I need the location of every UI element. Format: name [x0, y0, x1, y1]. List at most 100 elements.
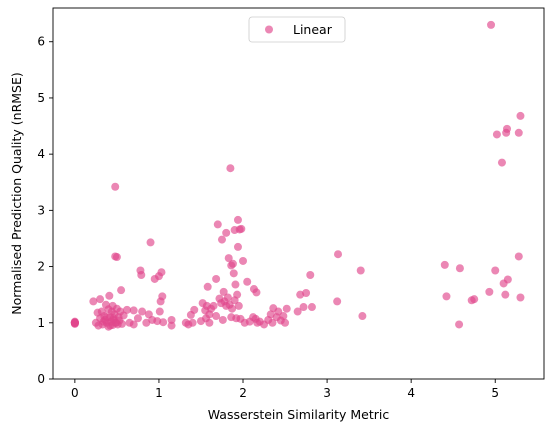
y-tick-label: 0 [37, 372, 45, 386]
data-point [516, 293, 525, 302]
data-point [117, 319, 126, 328]
data-point [503, 124, 512, 133]
data-point [96, 295, 105, 304]
data-point [233, 242, 242, 251]
data-point [470, 295, 479, 304]
data-point [497, 158, 506, 167]
data-point [503, 275, 512, 284]
data-point [293, 307, 302, 316]
data-point [146, 238, 155, 247]
data-point [205, 318, 214, 327]
data-point [487, 20, 496, 29]
data-point [226, 164, 235, 173]
x-tick-label: 2 [239, 386, 247, 400]
x-tick-label: 1 [155, 386, 163, 400]
data-point [237, 224, 246, 233]
data-point [333, 297, 342, 306]
y-tick-label: 1 [37, 316, 45, 330]
data-point [213, 220, 222, 229]
y-tick-label: 6 [37, 35, 45, 49]
data-point [223, 293, 232, 302]
data-point [209, 301, 218, 310]
data-point [203, 282, 212, 291]
data-point [109, 314, 118, 323]
data-point [111, 182, 120, 191]
data-point [501, 290, 510, 299]
data-point [218, 315, 227, 324]
data-point [219, 287, 228, 296]
data-point [228, 259, 237, 268]
data-point [157, 268, 166, 277]
data-point [302, 289, 311, 297]
x-tick-label: 0 [71, 386, 79, 400]
data-point [222, 228, 231, 237]
data-point [492, 130, 501, 139]
data-point [212, 312, 221, 321]
legend: Linear [248, 16, 346, 43]
data-point [281, 318, 290, 327]
x-tick-label: 3 [323, 386, 331, 400]
data-point [356, 266, 365, 275]
data-point [112, 253, 121, 262]
data-point [334, 250, 343, 259]
y-axis-label: Normalised Prediction Quality (nRMSE) [9, 72, 24, 315]
legend-marker [265, 25, 273, 34]
data-point [442, 292, 451, 301]
data-point [485, 287, 494, 296]
x-axis-label: Wasserstein Similarity Metric [208, 407, 390, 422]
data-point [137, 271, 146, 280]
points-layer [70, 20, 525, 331]
data-point [455, 320, 464, 329]
data-point [514, 252, 523, 261]
data-point [99, 317, 108, 326]
data-point [133, 314, 142, 323]
data-point [138, 307, 147, 316]
data-point [306, 271, 315, 280]
data-point [106, 321, 115, 330]
y-axis: 0 1 2 3 4 5 6 [37, 35, 53, 386]
data-point [233, 290, 242, 299]
data-point [89, 297, 98, 306]
data-point [228, 304, 237, 313]
data-point [155, 307, 164, 316]
data-point [440, 260, 449, 269]
x-tick-label: 4 [407, 386, 415, 400]
data-point [268, 318, 277, 327]
data-point [243, 277, 252, 286]
data-point [117, 286, 126, 295]
data-point [158, 292, 167, 301]
data-point [358, 312, 367, 321]
data-point [455, 264, 464, 273]
data-point [167, 315, 176, 324]
data-point [188, 318, 197, 327]
data-point [299, 303, 308, 312]
data-point [514, 128, 523, 137]
y-tick-label: 4 [37, 147, 45, 161]
data-point [516, 111, 525, 120]
data-point [229, 269, 238, 278]
x-tick-label: 5 [491, 386, 499, 400]
y-tick-label: 5 [37, 91, 45, 105]
data-point [159, 318, 168, 327]
data-point [190, 305, 199, 314]
data-point [129, 320, 138, 329]
x-axis: 0 1 2 3 4 5 [71, 379, 499, 400]
data-point [129, 306, 138, 315]
data-point [70, 318, 79, 327]
data-point [122, 305, 131, 314]
data-point [279, 312, 288, 321]
data-point [233, 215, 242, 224]
legend-label: Linear [293, 22, 333, 37]
y-tick-label: 2 [37, 260, 45, 274]
data-point [239, 256, 248, 265]
data-point [282, 304, 291, 313]
data-point [217, 235, 226, 244]
y-tick-label: 3 [37, 203, 45, 217]
data-point [105, 291, 114, 300]
data-point [167, 321, 176, 330]
data-point [491, 266, 500, 275]
legend-box [248, 16, 346, 43]
data-point [231, 280, 240, 289]
data-point [307, 303, 316, 312]
